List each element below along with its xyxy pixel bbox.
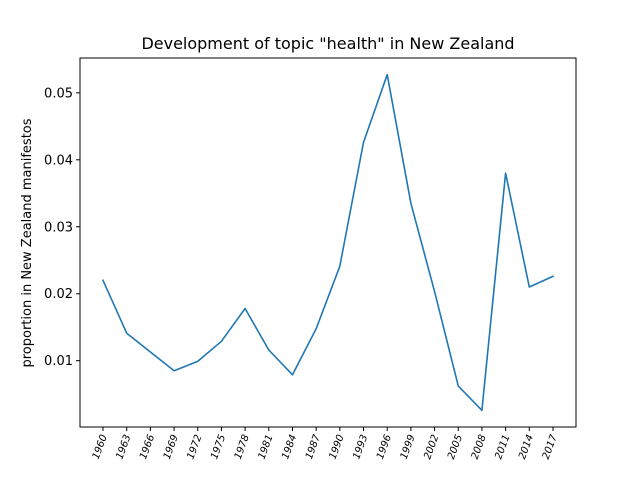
y-tick-label: 0.04	[44, 153, 73, 168]
y-tick-label: 0.01	[44, 354, 73, 369]
x-tick-label: 1969	[162, 433, 181, 461]
plot-area-frame	[79, 57, 577, 428]
y-tick-label: 0.02	[44, 287, 73, 302]
series-line-0	[101, 73, 555, 412]
y-tick-label: 0.03	[44, 220, 73, 235]
x-tick-label: 1978	[233, 433, 252, 461]
x-tick-label: 2005	[446, 433, 465, 461]
y-axis-label: proportion in New Zealand manifestos	[20, 118, 35, 367]
x-tick-label: 1993	[351, 433, 370, 461]
x-tick-label: 1996	[375, 433, 394, 461]
x-tick-label: 1963	[114, 433, 133, 461]
y-axis: 0.01 0.02 0.03 0.04 0.05	[44, 86, 80, 369]
x-tick-label: 1999	[399, 433, 418, 461]
x-tick-label: 1972	[186, 433, 205, 461]
x-tick-label: 2011	[493, 433, 512, 461]
series-layer	[101, 73, 555, 412]
x-tick-label: 2014	[517, 433, 536, 461]
x-tick-label: 1975	[209, 433, 228, 461]
x-tick-label: 1981	[257, 433, 276, 461]
x-axis: 1960 1963 1966 1969 1972 1975 1978 1981 1984 1987…	[91, 427, 560, 461]
x-tick-label: 2017	[541, 433, 560, 461]
x-tick-label: 1987	[304, 433, 323, 461]
y-tick-label: 0.05	[44, 86, 73, 101]
x-tick-label: 2002	[422, 433, 441, 461]
x-tick-label: 1960	[91, 433, 110, 461]
x-tick-label: 2008	[470, 433, 489, 461]
chart-title: Development of topic "health" in New Zea…	[141, 34, 514, 53]
x-tick-label: 1990	[328, 433, 347, 461]
x-tick-label: 1984	[280, 433, 299, 461]
x-tick-label: 1966	[138, 433, 157, 461]
